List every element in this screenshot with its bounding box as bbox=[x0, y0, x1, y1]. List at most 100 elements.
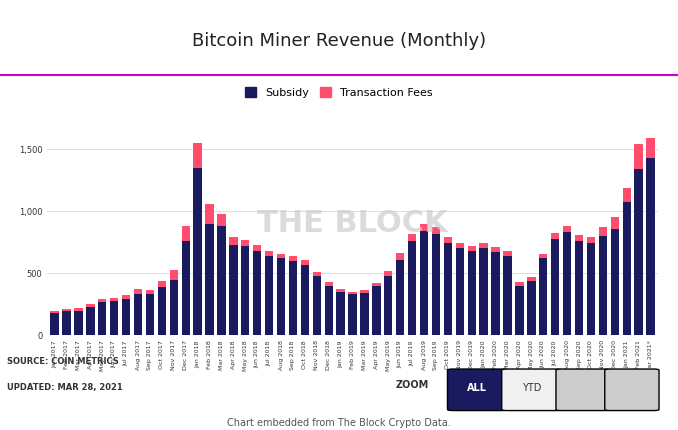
Bar bbox=[98, 302, 106, 335]
Bar bbox=[62, 311, 71, 335]
Bar bbox=[50, 311, 59, 313]
Bar bbox=[635, 169, 643, 335]
Text: Bitcoin Miner Revenue (Monthly): Bitcoin Miner Revenue (Monthly) bbox=[192, 32, 486, 50]
Bar bbox=[503, 256, 512, 335]
Text: THE BLOCK: THE BLOCK bbox=[257, 209, 448, 238]
Text: ZOOM: ZOOM bbox=[396, 380, 429, 390]
Bar bbox=[277, 254, 285, 258]
Bar bbox=[539, 254, 547, 258]
Bar bbox=[372, 283, 380, 286]
Bar bbox=[86, 307, 94, 335]
Bar bbox=[586, 243, 595, 335]
Bar bbox=[170, 270, 178, 280]
Bar bbox=[75, 310, 83, 335]
Bar bbox=[325, 282, 333, 286]
Bar bbox=[635, 144, 643, 169]
Bar bbox=[122, 299, 130, 335]
Bar bbox=[432, 233, 440, 335]
Bar bbox=[348, 295, 357, 335]
Bar bbox=[158, 281, 166, 287]
Bar bbox=[182, 226, 190, 241]
Bar bbox=[492, 252, 500, 335]
Bar bbox=[527, 277, 536, 281]
Bar bbox=[599, 236, 607, 335]
Bar bbox=[503, 252, 512, 256]
Bar bbox=[265, 251, 273, 256]
Bar bbox=[622, 203, 631, 335]
Text: UPDATED: MAR 28, 2021: UPDATED: MAR 28, 2021 bbox=[7, 383, 123, 392]
Bar bbox=[456, 249, 464, 335]
Bar bbox=[515, 286, 523, 335]
Bar bbox=[253, 246, 262, 251]
Bar bbox=[313, 272, 321, 276]
Bar bbox=[646, 138, 655, 158]
Bar bbox=[599, 227, 607, 236]
Bar bbox=[98, 299, 106, 302]
Bar bbox=[563, 226, 572, 232]
Bar bbox=[479, 249, 488, 335]
Bar bbox=[86, 304, 94, 307]
Bar bbox=[360, 293, 369, 335]
Bar bbox=[372, 286, 380, 335]
Legend: Subsidy, Transaction Fees: Subsidy, Transaction Fees bbox=[245, 87, 433, 98]
Bar bbox=[611, 229, 619, 335]
Bar bbox=[432, 227, 440, 233]
Bar bbox=[586, 237, 595, 243]
Bar bbox=[182, 241, 190, 335]
Bar bbox=[205, 204, 214, 224]
Bar bbox=[456, 243, 464, 249]
Bar bbox=[301, 264, 309, 335]
Bar bbox=[325, 286, 333, 335]
Bar bbox=[229, 237, 237, 245]
Text: SOURCE: COIN METRICS: SOURCE: COIN METRICS bbox=[7, 357, 119, 366]
Bar bbox=[360, 290, 369, 293]
Bar bbox=[158, 287, 166, 335]
Bar bbox=[193, 143, 202, 168]
Bar bbox=[396, 253, 404, 260]
Bar bbox=[563, 232, 572, 335]
Bar bbox=[110, 301, 119, 335]
Bar bbox=[468, 246, 476, 251]
Bar bbox=[217, 226, 226, 335]
Bar bbox=[527, 281, 536, 335]
Bar bbox=[622, 187, 631, 203]
Bar bbox=[384, 271, 393, 276]
Bar bbox=[539, 258, 547, 335]
Bar bbox=[396, 260, 404, 335]
Bar bbox=[241, 240, 250, 246]
Bar bbox=[313, 276, 321, 335]
Text: YTD: YTD bbox=[522, 383, 541, 393]
Bar bbox=[170, 280, 178, 335]
Bar bbox=[62, 309, 71, 311]
Bar bbox=[443, 243, 452, 335]
Bar bbox=[420, 224, 428, 231]
Bar bbox=[646, 158, 655, 335]
Bar bbox=[408, 234, 416, 241]
Bar bbox=[75, 308, 83, 310]
Bar bbox=[468, 251, 476, 335]
Bar bbox=[408, 241, 416, 335]
Bar bbox=[336, 289, 345, 292]
Bar bbox=[492, 247, 500, 252]
Bar bbox=[443, 237, 452, 243]
Bar bbox=[193, 168, 202, 335]
Bar bbox=[229, 245, 237, 335]
Bar bbox=[515, 282, 523, 286]
Bar bbox=[575, 241, 583, 335]
Bar bbox=[253, 251, 262, 335]
Bar bbox=[134, 295, 142, 335]
Bar bbox=[348, 292, 357, 295]
FancyBboxPatch shape bbox=[605, 369, 659, 411]
Bar bbox=[146, 290, 154, 295]
Text: ALL: ALL bbox=[467, 383, 487, 393]
Bar bbox=[277, 258, 285, 335]
FancyBboxPatch shape bbox=[556, 369, 610, 411]
FancyBboxPatch shape bbox=[502, 369, 561, 411]
Text: Chart embedded from The Block Crypto Data.: Chart embedded from The Block Crypto Dat… bbox=[227, 418, 451, 428]
Bar bbox=[479, 243, 488, 249]
Bar bbox=[611, 218, 619, 229]
Bar bbox=[551, 233, 559, 239]
Bar bbox=[301, 260, 309, 264]
Bar bbox=[336, 292, 345, 335]
Bar bbox=[110, 298, 119, 301]
